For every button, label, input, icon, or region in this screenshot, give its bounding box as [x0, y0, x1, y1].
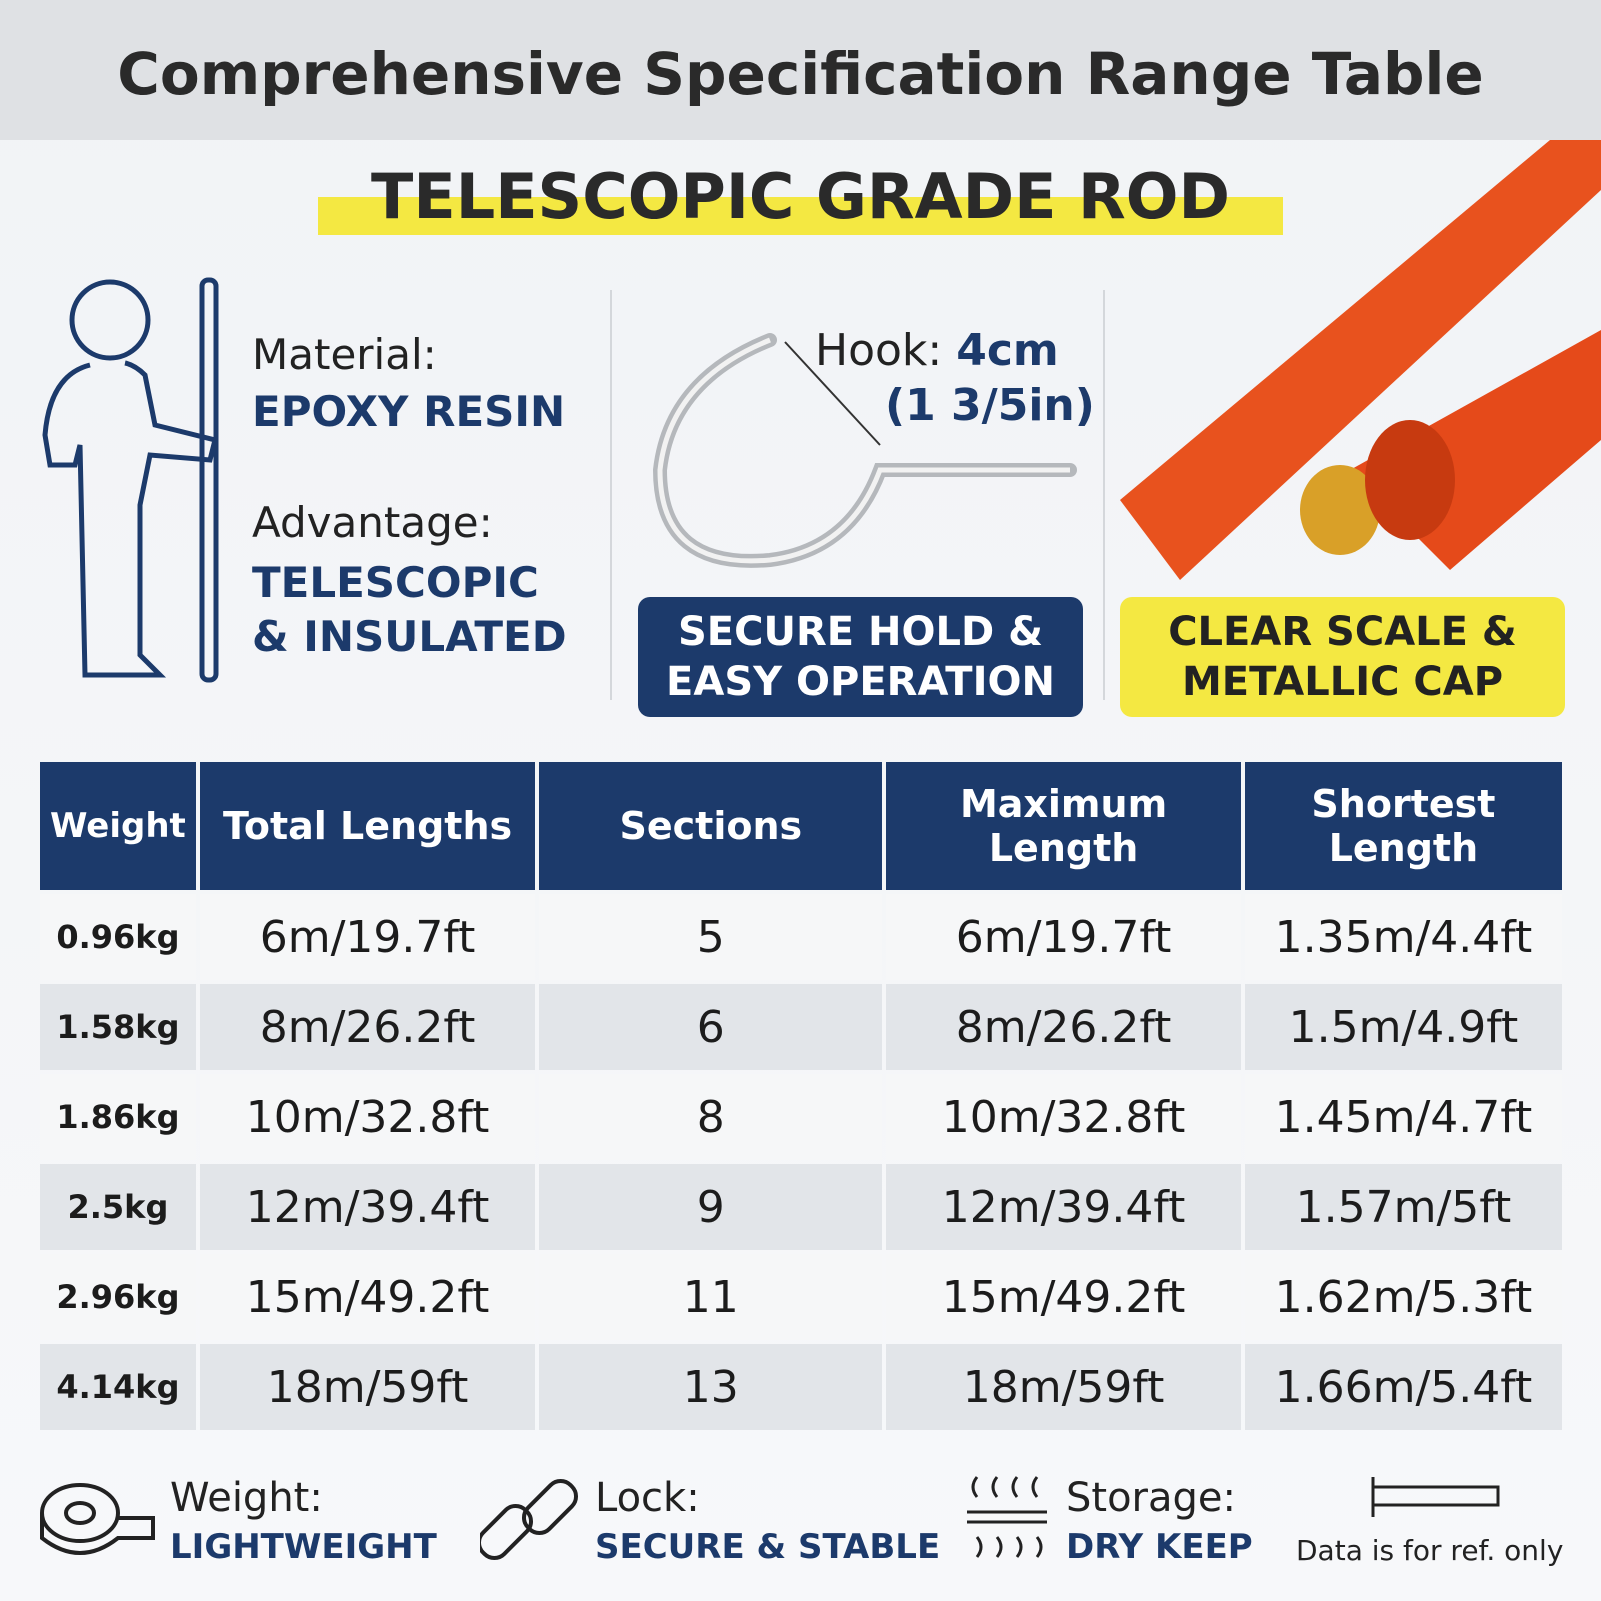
- table-cell: 5: [539, 894, 883, 980]
- table-cell: 1.35m/4.4ft: [1244, 894, 1562, 980]
- advantage-value: TELESCOPIC: [252, 558, 539, 607]
- table-cell: 4.14kg: [40, 1344, 196, 1430]
- table-row: 2.96kg 15m/49.2ft 11 15m/49.2ft 1.62m/5.3ft: [40, 1254, 1562, 1340]
- table-body: 0.96kg 6m/19.7ft 5 6m/19.7ft 1.35m/4.4ft 1.58…: [40, 894, 1562, 1430]
- column-header: Total Lengths: [199, 762, 536, 890]
- footer-label: Lock:: [595, 1475, 700, 1521]
- footer-label: Storage:: [1066, 1475, 1236, 1521]
- table-cell: 10m/32.8ft: [886, 1074, 1241, 1160]
- person-icon: [42, 277, 219, 683]
- table-cell: 2.96kg: [40, 1254, 196, 1340]
- table-cell: 8m/26.2ft: [886, 984, 1241, 1070]
- table-cell: 12m/39.4ft: [199, 1164, 536, 1250]
- column-header: Sections: [539, 762, 883, 890]
- badge-line: CLEAR SCALE &: [1168, 609, 1517, 655]
- table-cell: 13: [539, 1344, 883, 1430]
- table-row: 2.5kg 12m/39.4ft 9 12m/39.4ft 1.57m/5ft: [40, 1164, 1562, 1250]
- table-cell: 10m/32.8ft: [199, 1074, 536, 1160]
- header-band: [0, 0, 1601, 140]
- lock-icon: [480, 1478, 579, 1561]
- title: Comprehensive Specification Range Table: [117, 40, 1484, 108]
- advantage-label: Advantage:: [252, 498, 493, 547]
- column-header: Weight: [40, 762, 196, 890]
- table-cell: 1.58kg: [40, 984, 196, 1070]
- material-value: EPOXY RESIN: [252, 387, 566, 436]
- spec-table: Weight Total Lengths Sections Maximum Lengt…: [36, 758, 1566, 1434]
- table-cell: 18m/59ft: [199, 1344, 536, 1430]
- divider: [610, 290, 612, 700]
- table-cell: 9: [539, 1164, 883, 1250]
- badge-line: EASY OPERATION: [666, 659, 1055, 705]
- hook-label: Hook: 4cm: [815, 325, 1059, 376]
- table-cell: 6m/19.7ft: [199, 894, 536, 980]
- table-cell: 15m/49.2ft: [199, 1254, 536, 1340]
- table-cell: 2.5kg: [40, 1164, 196, 1250]
- badge: CLEAR SCALE & METALLIC CAP: [1120, 597, 1565, 717]
- storage-icon: [967, 1476, 1047, 1558]
- badge-line: METALLIC CAP: [1181, 659, 1504, 705]
- badge-line: SECURE HOLD &: [678, 609, 1043, 655]
- subtitle: TELESCOPIC GRADE ROD: [371, 160, 1230, 233]
- table-cell: 0.96kg: [40, 894, 196, 980]
- footer-value: DRY KEEP: [1066, 1527, 1253, 1567]
- table-row: 4.14kg 18m/59ft 13 18m/59ft 1.66m/5.4ft: [40, 1344, 1562, 1430]
- table-cell: 1.62m/5.3ft: [1244, 1254, 1562, 1340]
- table-cell: 1.86kg: [40, 1074, 196, 1160]
- highlight: [318, 197, 1283, 235]
- column-header: Shortest Length: [1244, 762, 1562, 890]
- badge: SECURE HOLD & EASY OPERATION: [638, 597, 1083, 717]
- table-cell: 15m/49.2ft: [886, 1254, 1241, 1340]
- material-label: Material:: [252, 330, 437, 379]
- hook-value: 4cm: [956, 325, 1059, 376]
- table-row: 1.86kg 10m/32.8ft 8 10m/32.8ft 1.45m/4.7ft: [40, 1074, 1562, 1160]
- table-cell: 11: [539, 1254, 883, 1340]
- table-row: 1.58kg 8m/26.2ft 6 8m/26.2ft 1.5m/4.9ft: [40, 984, 1562, 1070]
- footer-value: SECURE & STABLE: [595, 1527, 941, 1567]
- footer-label: Weight:: [170, 1475, 323, 1521]
- column-header: Maximum Length: [886, 762, 1241, 890]
- tape-icon: [40, 1483, 155, 1555]
- table-cell: 1.5m/4.9ft: [1244, 984, 1562, 1070]
- table-cell: 8m/26.2ft: [199, 984, 536, 1070]
- ruler-icon: [1371, 1477, 1500, 1517]
- hook-label: Hook:: [815, 325, 943, 376]
- rod-image: [1120, 140, 1601, 580]
- footer-value: LIGHTWEIGHT: [170, 1527, 437, 1567]
- table-cell: 1.45m/4.7ft: [1244, 1074, 1562, 1160]
- divider: [1103, 290, 1105, 700]
- table-cell: 8: [539, 1074, 883, 1160]
- table-row: 0.96kg 6m/19.7ft 5 6m/19.7ft 1.35m/4.4ft: [40, 894, 1562, 980]
- hook-image: [652, 333, 1077, 568]
- table-cell: 1.66m/5.4ft: [1244, 1344, 1562, 1430]
- header-row: Weight Total Lengths Sections Maximum Lengt…: [40, 762, 1562, 890]
- table-cell: 6: [539, 984, 883, 1070]
- table-cell: 12m/39.4ft: [886, 1164, 1241, 1250]
- table-cell: 6m/19.7ft: [886, 894, 1241, 980]
- table-cell: 1.57m/5ft: [1244, 1164, 1562, 1250]
- hook-note: (1 3/5in): [885, 380, 1095, 431]
- footer-note: Data is for ref. only: [1296, 1534, 1564, 1567]
- table-cell: 18m/59ft: [886, 1344, 1241, 1430]
- advantage-value: & INSULATED: [252, 612, 567, 661]
